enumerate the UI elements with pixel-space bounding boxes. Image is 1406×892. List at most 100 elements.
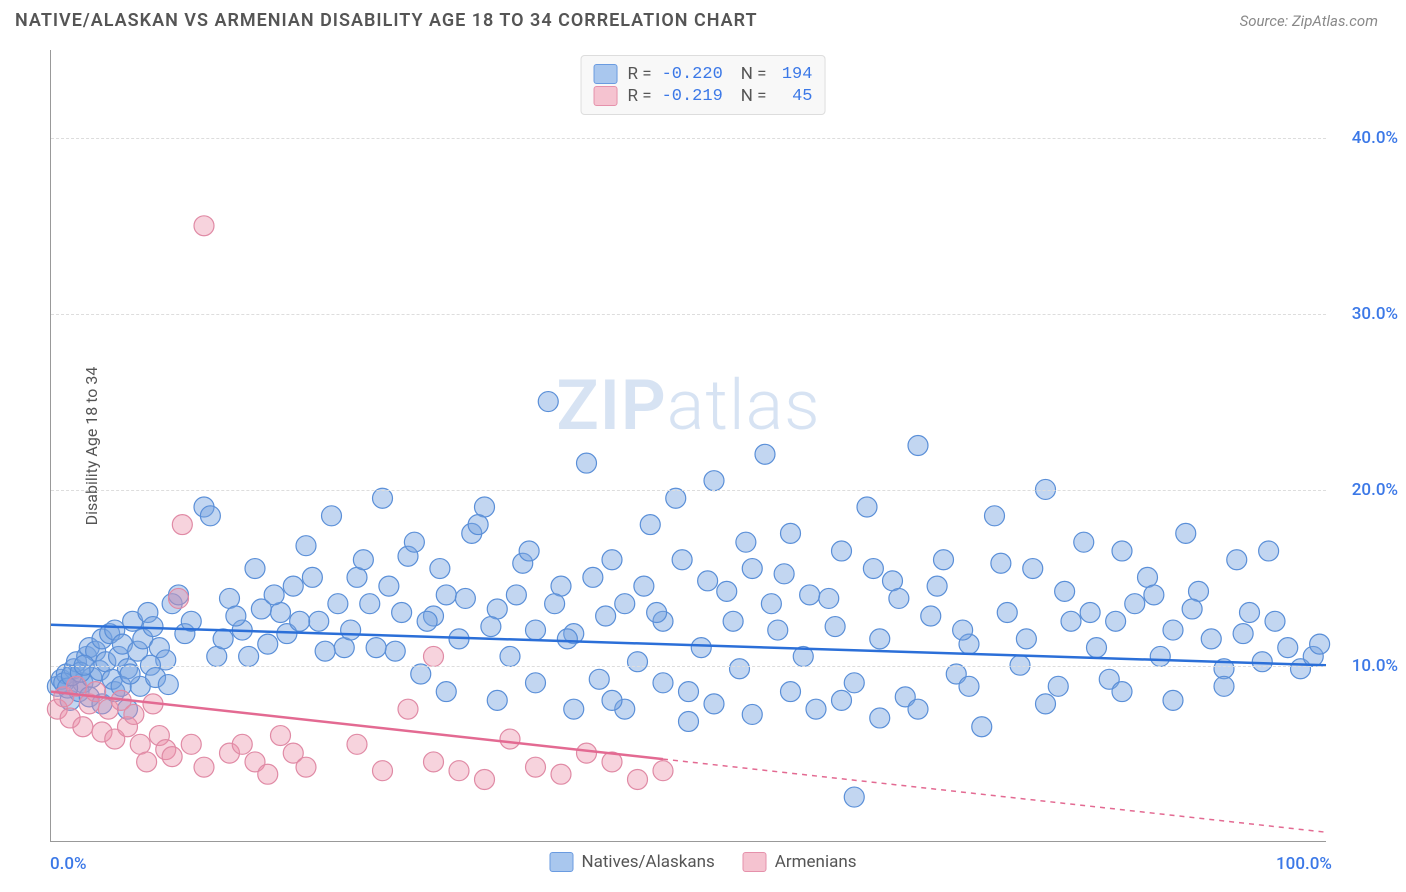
scatter-point	[602, 550, 622, 570]
scatter-point	[526, 673, 546, 693]
scatter-point	[271, 603, 291, 623]
legend-n-label: N =	[741, 86, 767, 106]
scatter-point	[1112, 541, 1132, 561]
scatter-point	[844, 787, 864, 807]
scatter-point	[519, 541, 539, 561]
scatter-point	[526, 757, 546, 777]
scatter-point	[1055, 581, 1075, 601]
scatter-point	[908, 699, 928, 719]
scatter-point	[1278, 638, 1298, 658]
scatter-point	[691, 638, 711, 658]
scatter-point	[564, 699, 584, 719]
scatter-point	[781, 682, 801, 702]
scatter-point	[296, 536, 316, 556]
scatter-point	[226, 606, 246, 626]
scatter-point	[417, 611, 437, 631]
scatter-point	[468, 515, 488, 535]
scatter-point	[315, 641, 335, 661]
legend-swatch	[550, 852, 574, 872]
legend-r-value: -0.220	[662, 65, 723, 84]
scatter-point	[526, 620, 546, 640]
scatter-point	[545, 594, 565, 614]
scatter-point	[487, 690, 507, 710]
scatter-point	[1189, 581, 1209, 601]
scatter-point	[379, 576, 399, 596]
plot-svg	[51, 50, 1326, 841]
scatter-point	[449, 761, 469, 781]
scatter-point	[500, 729, 520, 749]
scatter-point	[1080, 603, 1100, 623]
scatter-point	[819, 588, 839, 608]
scatter-point	[1201, 629, 1221, 649]
scatter-point	[551, 576, 571, 596]
scatter-point	[385, 641, 405, 661]
scatter-point	[653, 673, 673, 693]
scatter-point	[264, 585, 284, 605]
scatter-point	[373, 761, 393, 781]
scatter-point	[1150, 646, 1170, 666]
scatter-point	[1112, 682, 1132, 702]
scatter-point	[742, 704, 762, 724]
scatter-point	[398, 699, 418, 719]
legend-swatch	[743, 852, 767, 872]
scatter-point	[169, 588, 189, 608]
scatter-point	[577, 453, 597, 473]
scatter-point	[207, 646, 227, 666]
scatter-point	[309, 611, 329, 631]
scatter-point	[889, 588, 909, 608]
scatter-point	[679, 682, 699, 702]
scatter-point	[481, 617, 501, 637]
scatter-point	[124, 704, 144, 724]
scatter-point	[404, 532, 424, 552]
scatter-point	[589, 669, 609, 689]
scatter-point	[1023, 559, 1043, 579]
scatter-point	[844, 673, 864, 693]
plot-area: ZIPatlas 10.0%20.0%30.0%40.0%	[50, 50, 1326, 842]
scatter-point	[1176, 523, 1196, 543]
scatter-point	[232, 734, 252, 754]
gridline	[51, 314, 1326, 315]
scatter-point	[781, 523, 801, 543]
scatter-point	[1061, 611, 1081, 631]
legend-series-label: Natives/Alaskans	[582, 852, 715, 872]
scatter-point	[341, 620, 361, 640]
scatter-point	[774, 564, 794, 584]
scatter-point	[455, 588, 475, 608]
scatter-point	[628, 769, 648, 789]
scatter-point	[436, 682, 456, 702]
scatter-point	[373, 488, 393, 508]
gridline	[51, 138, 1326, 139]
scatter-point	[602, 690, 622, 710]
scatter-point	[640, 515, 660, 535]
gridline	[51, 490, 1326, 491]
scatter-point	[908, 436, 928, 456]
legend-n-value: 194	[776, 65, 812, 84]
scatter-point	[991, 553, 1011, 573]
scatter-point	[290, 611, 310, 631]
scatter-point	[577, 743, 597, 763]
scatter-point	[1163, 690, 1183, 710]
scatter-point	[130, 734, 150, 754]
scatter-point	[1138, 567, 1158, 587]
scatter-point	[1227, 550, 1247, 570]
scatter-point	[245, 559, 265, 579]
scatter-point	[120, 664, 140, 684]
scatter-point	[1016, 629, 1036, 649]
scatter-point	[653, 761, 673, 781]
scatter-point	[647, 603, 667, 623]
scatter-point	[158, 675, 178, 695]
scatter-point	[672, 550, 692, 570]
y-tick-label: 10.0%	[1352, 656, 1398, 676]
scatter-point	[755, 444, 775, 464]
scatter-point	[538, 392, 558, 412]
scatter-point	[736, 532, 756, 552]
legend-top-row: R =-0.220N =194	[594, 64, 813, 84]
scatter-point	[1048, 676, 1068, 696]
scatter-point	[1106, 611, 1126, 631]
scatter-point	[500, 646, 520, 666]
scatter-point	[717, 581, 737, 601]
scatter-point	[972, 717, 992, 737]
scatter-point	[883, 571, 903, 591]
scatter-point	[832, 541, 852, 561]
legend-r-label: R =	[628, 64, 652, 84]
